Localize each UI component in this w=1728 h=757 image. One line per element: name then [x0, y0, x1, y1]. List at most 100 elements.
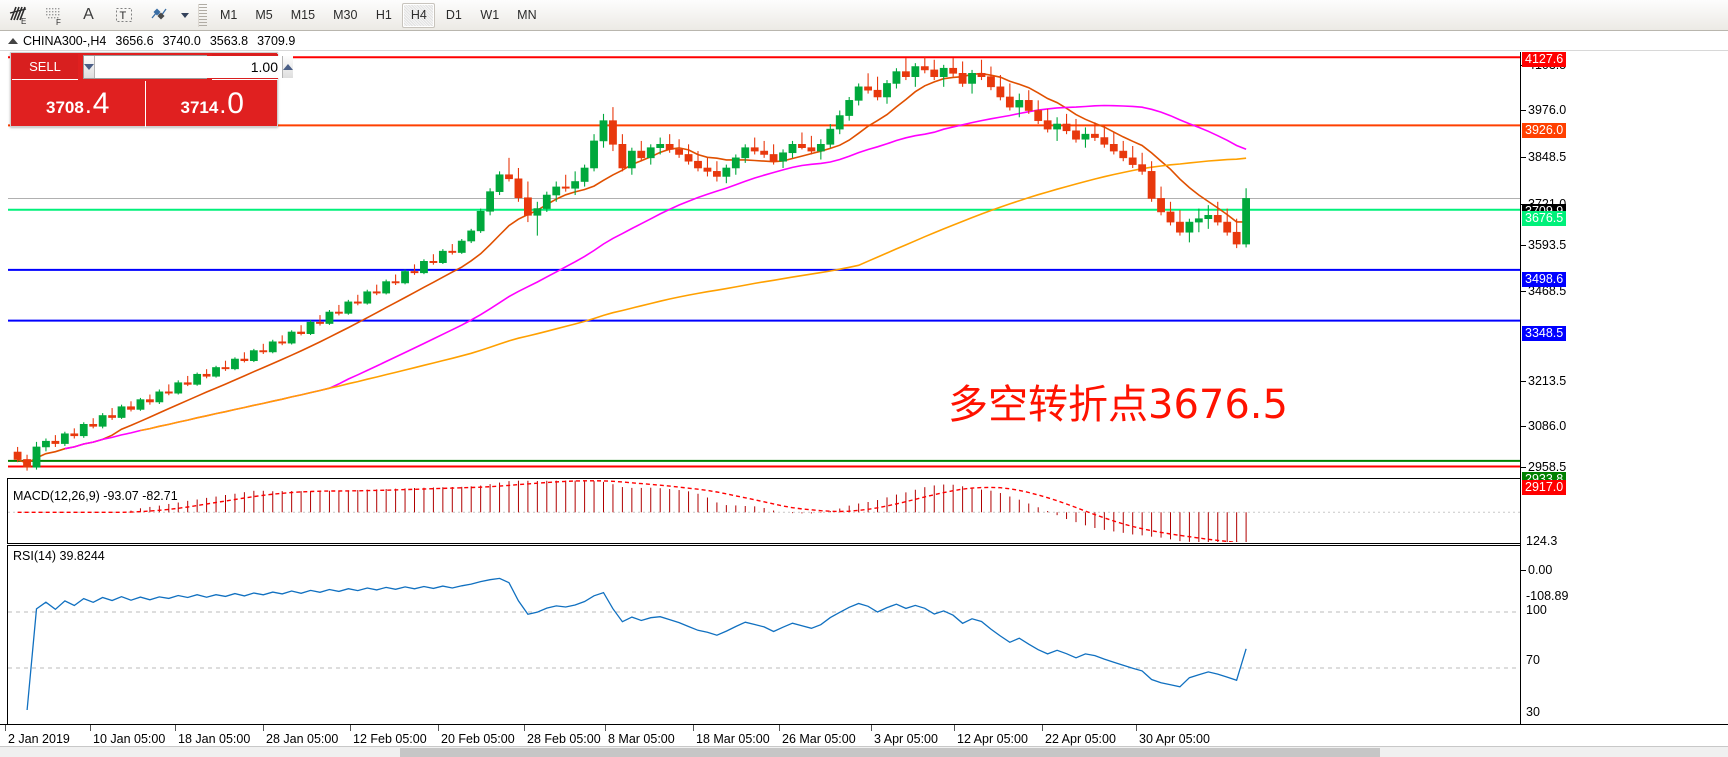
time-label-9: 26 Mar 05:00	[782, 732, 856, 746]
arrow-down-icon	[84, 64, 94, 70]
price-tick-3976-0: 3976.0	[1521, 103, 1566, 117]
horizontal-scrollbar[interactable]	[0, 746, 1728, 757]
time-label-11: 12 Apr 05:00	[957, 732, 1028, 746]
macd-pane[interactable]	[8, 479, 1520, 542]
time-label-0: 2 Jan 2019	[8, 732, 70, 746]
time-label-2: 18 Jan 05:00	[178, 732, 251, 746]
triangle-up-icon[interactable]	[8, 37, 18, 44]
time-label-1: 10 Jan 05:00	[93, 732, 166, 746]
time-tick-3	[263, 725, 264, 731]
macd-signal-line	[17, 480, 1240, 542]
macd-tick-neg108-89: -108.89	[1526, 589, 1569, 603]
time-label-3: 28 Jan 05:00	[266, 732, 339, 746]
macd-canvas	[8, 480, 1520, 542]
moving-average-2	[140, 157, 1247, 432]
support-label-3498: 3498.6	[1522, 272, 1567, 287]
time-tick-13	[1136, 725, 1137, 731]
time-label-6: 28 Feb 05:00	[527, 732, 601, 746]
toolbar: E F A	[0, 0, 1728, 31]
arrow-up-icon	[283, 64, 293, 70]
time-tick-8	[693, 725, 694, 731]
buy-price-cell[interactable]: 3714 . 0	[144, 81, 280, 127]
one-click-trading-panel: SELL BUY 3708 . 4 3714 . 0	[10, 52, 293, 127]
grid-icon[interactable]: F	[37, 2, 70, 29]
resistance-label-4127: 4127.6	[1522, 52, 1567, 67]
ohlc-low: 3563.8	[209, 33, 249, 48]
sell-price-integer: 3708	[46, 97, 84, 117]
objects-icon[interactable]	[142, 2, 175, 29]
timeframe-button-h1[interactable]: H1	[375, 8, 392, 22]
time-tick-1	[90, 725, 91, 731]
resistance-label-3926: 3926.0	[1522, 123, 1567, 138]
time-tick-6	[524, 725, 525, 731]
timeframe-button-m30[interactable]: M30	[333, 8, 358, 22]
time-tick-2	[175, 725, 176, 731]
svg-text:F: F	[56, 18, 61, 27]
volume-increment-button[interactable]	[282, 56, 293, 78]
timeframe-button-m15[interactable]: M15	[290, 8, 316, 22]
price-tick-3086-0: 3086.0	[1521, 419, 1566, 433]
volume-input[interactable]	[95, 56, 282, 78]
svg-text:E: E	[21, 17, 26, 26]
ohlc-close: 3709.9	[257, 33, 296, 48]
price-scale[interactable]: 4103.53976.03848.53721.03593.53468.53213…	[1520, 52, 1728, 724]
ohlc-open: 3656.6	[115, 33, 154, 48]
time-label-7: 8 Mar 05:00	[608, 732, 675, 746]
timeframe-button-d1[interactable]: D1	[445, 8, 462, 22]
sell-price-cell[interactable]: 3708 . 4	[11, 81, 145, 127]
price-tick-2958-5: 2958.5	[1521, 460, 1566, 474]
time-tick-0	[5, 725, 6, 731]
buy-price-decimal-separator: .	[219, 90, 227, 119]
time-label-12: 22 Apr 05:00	[1045, 732, 1116, 746]
sell-price-fraction: 4	[92, 86, 110, 120]
rsi-pane[interactable]	[8, 546, 1520, 724]
objects-dropdown-caret-icon[interactable]	[177, 2, 193, 29]
timeframe-button-m5[interactable]: M5	[255, 8, 273, 22]
text-box-icon[interactable]: T	[107, 2, 140, 29]
text-label-icon[interactable]: A	[83, 6, 94, 23]
timeframe-button-w1[interactable]: W1	[480, 8, 500, 22]
time-tick-11	[954, 725, 955, 731]
pivot-label-3676: 3676.5	[1522, 211, 1567, 226]
time-label-13: 30 Apr 05:00	[1139, 732, 1210, 746]
price-tick-3468-5: 3468.5	[1521, 284, 1566, 298]
time-label-5: 20 Feb 05:00	[441, 732, 515, 746]
buy-price-fraction: 0	[227, 86, 244, 120]
timeframe-button-m1[interactable]: M1	[220, 8, 238, 22]
price-tick-3213-5: 3213.5	[1521, 374, 1566, 388]
time-tick-4	[350, 725, 351, 731]
price-tick-3593-5: 3593.5	[1521, 238, 1566, 252]
buy-price-integer: 3714	[180, 97, 219, 117]
ohlc-high: 3740.0	[162, 33, 201, 48]
time-tick-12	[1042, 725, 1043, 731]
time-tick-10	[871, 725, 872, 731]
price-chart-canvas	[8, 56, 1520, 471]
time-tick-5	[438, 725, 439, 731]
trade-panel-prices: 3708 . 4 3714 . 0	[11, 81, 279, 127]
chart-template-icon[interactable]: E	[2, 2, 35, 29]
price-tick-3848-5: 3848.5	[1521, 150, 1566, 164]
volume-decrement-button[interactable]	[84, 56, 95, 78]
timeframe-button-h4[interactable]: H4	[402, 2, 436, 28]
macd-indicator-label: MACD(12,26,9) -93.07 -82.71	[13, 489, 178, 503]
time-label-10: 3 Apr 05:00	[874, 732, 938, 746]
scrollbar-thumb[interactable]	[400, 748, 1380, 757]
sell-price-decimal-separator: .	[84, 90, 92, 119]
rsi-line	[26, 577, 1247, 711]
support-label-3348: 3348.5	[1522, 326, 1567, 341]
rsi-tick-100: 100	[1526, 603, 1547, 617]
svg-text:T: T	[119, 10, 126, 22]
sell-button[interactable]: SELL	[12, 54, 78, 80]
toolbar-divider	[198, 3, 207, 27]
time-label-8: 18 Mar 05:00	[696, 732, 770, 746]
volume-stepper	[83, 55, 293, 79]
macd-tick-124neg3: 124.3	[1526, 534, 1558, 548]
time-label-4: 12 Feb 05:00	[353, 732, 427, 746]
rsi-indicator-label: RSI(14) 39.8244	[13, 549, 105, 563]
rsi-tick-30: 30	[1526, 705, 1540, 719]
price-chart-pane[interactable]	[8, 52, 1520, 474]
rsi-canvas	[8, 577, 1520, 711]
timeframe-button-mn[interactable]: MN	[517, 8, 537, 22]
symbol-header: CHINA300-,H4 3656.6 3740.0 3563.8 3709.9	[0, 31, 1728, 51]
rsi-tick-70: 70	[1526, 653, 1540, 667]
